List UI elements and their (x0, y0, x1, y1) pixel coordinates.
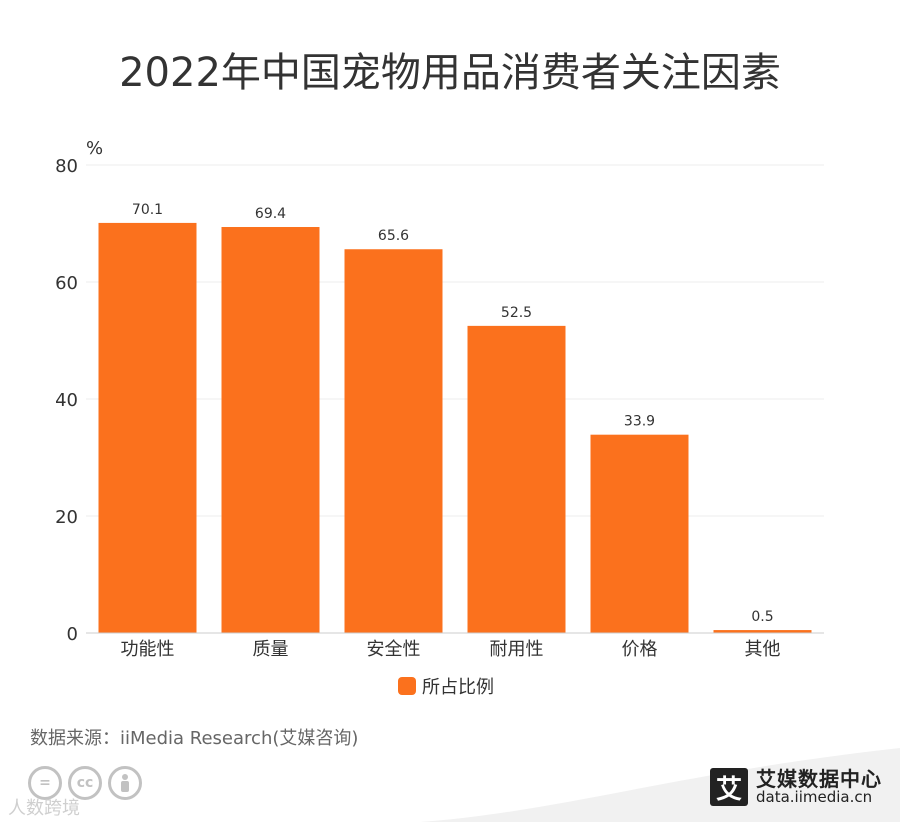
x-tick-label: 安全性 (367, 639, 421, 660)
value-label: 33.9 (624, 414, 655, 430)
chart-title: 2022年中国宠物用品消费者关注因素 (119, 50, 781, 96)
equals-icon: = (28, 766, 62, 800)
legend-label: 所占比例 (422, 677, 494, 698)
cc-icon: cc (68, 766, 102, 800)
brand: 艾 艾媒数据中心 data.iimedia.cn (710, 768, 882, 806)
y-tick-label: 20 (55, 507, 78, 528)
legend: 所占比例 (398, 673, 494, 699)
bar (344, 249, 443, 634)
bar (98, 222, 197, 634)
brand-logo: 艾 (710, 768, 748, 806)
legend-swatch (398, 677, 416, 695)
license-icons: = cc (28, 766, 142, 800)
watermark: 人数跨境 (8, 798, 80, 819)
brand-wave (420, 748, 900, 822)
y-tick-label: 0 (67, 624, 78, 645)
grid-lines (86, 164, 824, 517)
source-note: 数据来源：iiMedia Research(艾媒咨询) (30, 728, 359, 749)
person-icon (108, 766, 142, 800)
x-tick-label: 价格 (622, 639, 658, 660)
y-tick-labels: 0 20 40 60 80 (55, 156, 78, 645)
y-tick-label: 80 (55, 156, 78, 177)
value-label: 69.4 (255, 206, 286, 222)
x-tick-label: 耐用性 (490, 639, 544, 660)
value-labels: 70.1 69.4 65.6 52.5 33.9 0.5 (132, 202, 774, 625)
bars (98, 222, 812, 634)
x-tick-label: 质量 (253, 639, 289, 660)
y-tick-label: 40 (55, 390, 78, 411)
value-label: 0.5 (751, 609, 773, 625)
brand-url: data.iimedia.cn (756, 787, 873, 806)
bar (221, 227, 320, 633)
bar (590, 434, 689, 633)
value-label: 52.5 (501, 305, 532, 321)
bar-chart: 0 20 40 60 80 % 70.1 69.4 65.6 52.5 33.9 0.5 功能性 质… (55, 138, 824, 660)
bar (713, 630, 812, 633)
x-tick-label: 功能性 (121, 639, 175, 660)
brand-name: 艾媒数据中心 (756, 766, 882, 791)
bar (467, 325, 566, 633)
y-axis-label: % (86, 138, 103, 159)
value-label: 70.1 (132, 202, 163, 218)
value-label: 65.6 (378, 228, 409, 244)
x-tick-label: 其他 (745, 639, 781, 660)
y-tick-label: 60 (55, 273, 78, 294)
x-tick-labels: 功能性 质量 安全性 耐用性 价格 其他 (121, 639, 781, 660)
